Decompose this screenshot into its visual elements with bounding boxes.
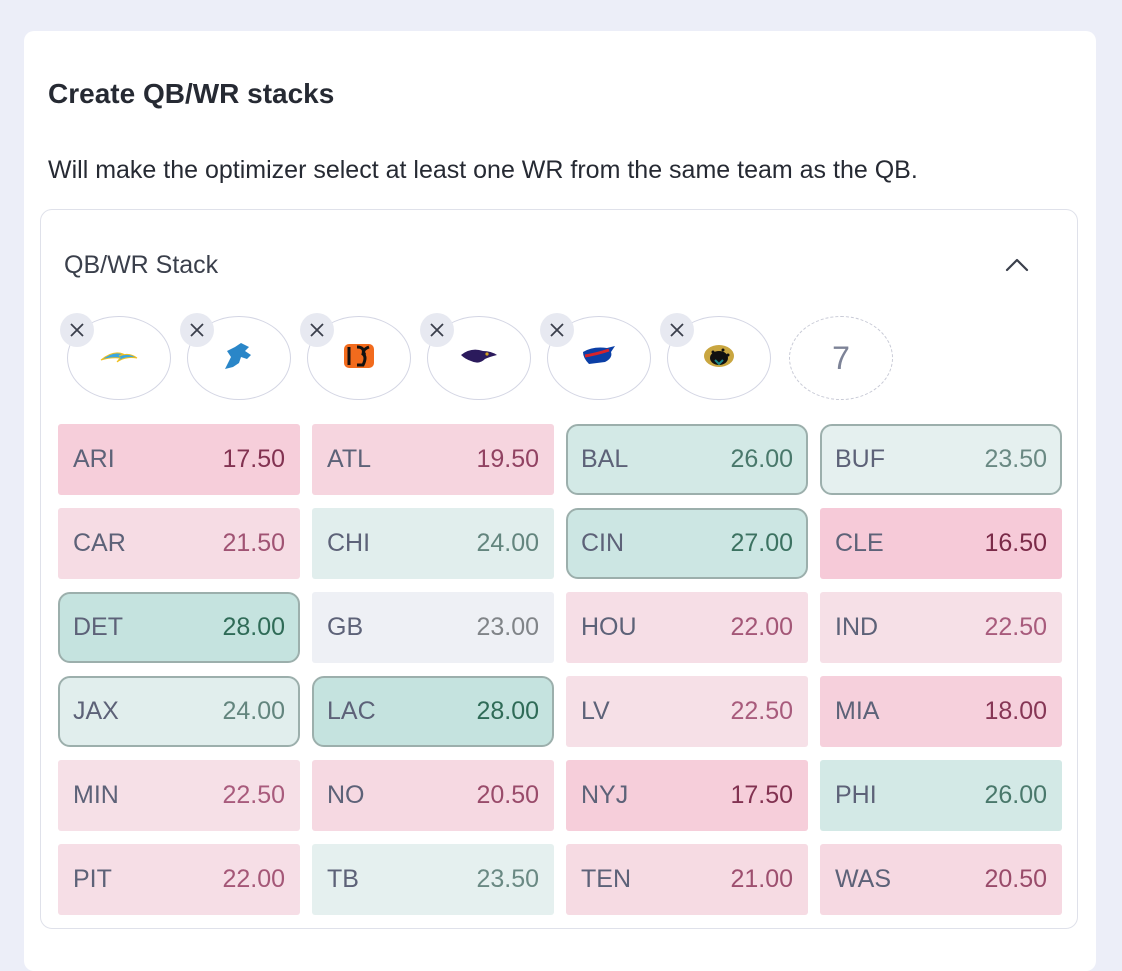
close-icon[interactable] [300,313,334,347]
team-total: 22.00 [730,613,793,641]
team-total: 24.00 [476,529,539,557]
team-cell-gb[interactable]: GB 23.00 [312,592,554,663]
chevron-up-icon[interactable] [1001,250,1033,280]
team-abbr: NO [327,781,365,809]
team-abbr: PIT [73,865,112,893]
team-cell-nyj[interactable]: NYJ 17.50 [566,760,808,831]
team-total: 23.00 [476,613,539,641]
team-abbr: PHI [835,781,877,809]
team-cell-ind[interactable]: IND 22.50 [820,592,1062,663]
team-abbr: CAR [73,529,126,557]
team-total: 16.50 [984,529,1047,557]
team-cell-buf[interactable]: BUF 23.50 [820,424,1062,495]
team-abbr: HOU [581,613,637,641]
team-cell-car[interactable]: CAR 21.50 [58,508,300,579]
qb-wr-stack-panel: QB/WR Stack [40,209,1078,929]
page-title: Create QB/WR stacks [48,78,335,109]
team-abbr: MIA [835,697,880,725]
team-cell-jax[interactable]: JAX 24.00 [58,676,300,747]
team-total: 23.50 [476,865,539,893]
more-teams-count[interactable]: 7 [789,316,893,400]
team-cell-lac[interactable]: LAC 28.00 [312,676,554,747]
team-abbr: CLE [835,529,884,557]
team-total: 23.50 [984,445,1047,473]
team-abbr: LV [581,697,610,725]
close-icon[interactable] [420,313,454,347]
team-total: 21.50 [222,529,285,557]
team-cell-mia[interactable]: MIA 18.00 [820,676,1062,747]
team-cell-pit[interactable]: PIT 22.00 [58,844,300,915]
close-icon[interactable] [180,313,214,347]
team-total: 19.50 [476,445,539,473]
selected-team-chip [540,313,651,400]
close-icon[interactable] [540,313,574,347]
team-total: 18.00 [984,697,1047,725]
team-abbr: NYJ [581,781,629,809]
close-icon[interactable] [660,313,694,347]
team-abbr: CIN [581,529,625,557]
team-cell-ten[interactable]: TEN 21.00 [566,844,808,915]
team-total: 28.00 [222,613,285,641]
selected-team-chip [60,313,171,400]
selected-team-chip [180,313,291,400]
team-abbr: WAS [835,865,892,893]
selected-team-chip [300,313,411,400]
panel-title: QB/WR Stack [64,251,219,279]
team-abbr: DET [73,613,123,641]
team-abbr: BAL [581,445,629,473]
team-abbr: MIN [73,781,119,809]
team-abbr: ATL [327,445,371,473]
selected-teams: 7 [60,313,967,402]
team-cell-cle[interactable]: CLE 16.50 [820,508,1062,579]
bengals-logo-icon [343,343,375,374]
team-total: 22.50 [984,613,1047,641]
team-cell-ari[interactable]: ARI 17.50 [58,424,300,495]
team-cell-min[interactable]: MIN 22.50 [58,760,300,831]
team-total: 17.50 [730,781,793,809]
team-cell-phi[interactable]: PHI 26.00 [820,760,1062,831]
description-text: Will make the optimizer select at least … [48,156,918,184]
team-total: 28.00 [476,697,539,725]
team-abbr: JAX [73,697,119,725]
team-total: 22.50 [222,781,285,809]
chargers-logo-icon [99,346,139,371]
team-total: 27.00 [730,529,793,557]
team-total: 26.00 [984,781,1047,809]
selected-team-chip [420,313,531,400]
stacks-card: Create QB/WR stacks Will make the optimi… [24,31,1096,971]
team-abbr: CHI [327,529,371,557]
jaguars-logo-icon [701,342,737,375]
team-abbr: IND [835,613,879,641]
team-abbr: ARI [73,445,115,473]
bills-logo-icon [579,344,619,373]
team-abbr: GB [327,613,364,641]
team-total: 26.00 [730,445,793,473]
team-cell-bal[interactable]: BAL 26.00 [566,424,808,495]
team-total: 22.50 [730,697,793,725]
team-abbr: TB [327,865,359,893]
team-total: 20.50 [476,781,539,809]
team-cell-cin[interactable]: CIN 27.00 [566,508,808,579]
team-total: 22.00 [222,865,285,893]
team-cell-chi[interactable]: CHI 24.00 [312,508,554,579]
selected-team-chip [660,313,771,400]
team-cell-lv[interactable]: LV 22.50 [566,676,808,747]
team-total: 20.50 [984,865,1047,893]
ravens-logo-icon [459,345,499,372]
lions-logo-icon [219,341,259,376]
team-grid: ARI 17.50 ATL 19.50 BAL 26.00 BUF 23.50 CAR 21.50… [58,424,1062,915]
team-total: 24.00 [222,697,285,725]
team-cell-det[interactable]: DET 28.00 [58,592,300,663]
team-total: 21.00 [730,865,793,893]
team-cell-no[interactable]: NO 20.50 [312,760,554,831]
team-cell-was[interactable]: WAS 20.50 [820,844,1062,915]
team-cell-tb[interactable]: TB 23.50 [312,844,554,915]
team-cell-hou[interactable]: HOU 22.00 [566,592,808,663]
team-abbr: LAC [327,697,376,725]
team-abbr: BUF [835,445,885,473]
close-icon[interactable] [60,313,94,347]
team-total: 17.50 [222,445,285,473]
team-abbr: TEN [581,865,631,893]
team-cell-atl[interactable]: ATL 19.50 [312,424,554,495]
